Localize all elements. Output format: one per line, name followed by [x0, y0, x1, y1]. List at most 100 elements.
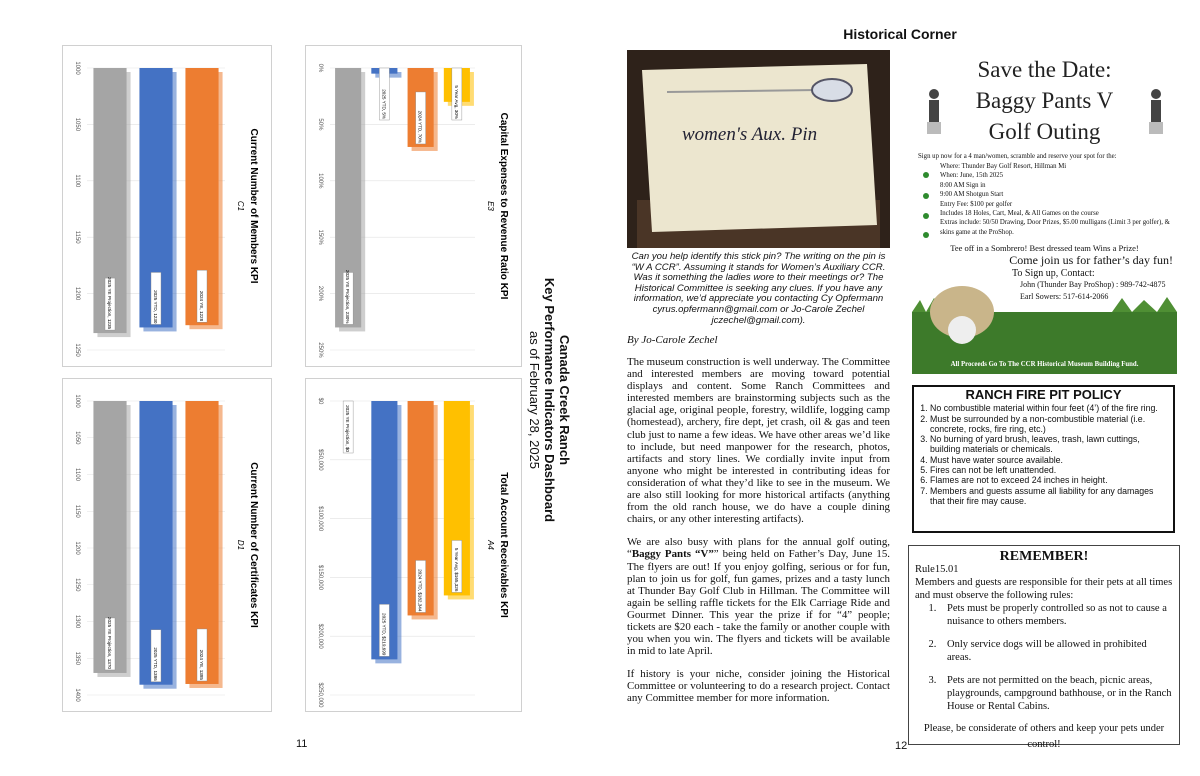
x-tick-label: 1150 [74, 505, 80, 519]
flyer-title-line: Golf Outing [988, 119, 1101, 144]
x-tick-label: 0% [317, 64, 323, 73]
flyer-title-line: Baggy Pants V [975, 88, 1114, 113]
text: We are also busy with plans for the annu… [627, 536, 890, 561]
bar-label: 2025 YTD, 5% [381, 89, 386, 119]
bar-label: 2025 YE Projection, 1235 [107, 277, 112, 329]
chart-title: Current Number of Members KPI [248, 128, 259, 283]
flyer-contacts: John (Thunder Bay ProShop) : 989-742-487… [912, 279, 1177, 303]
x-tick-label: 1200 [74, 287, 80, 301]
bar-label-bg [379, 67, 390, 121]
bar [407, 401, 434, 616]
fire-pit-rules: No combustible material within four feet… [920, 403, 1167, 506]
section-header: Historical Corner [843, 26, 957, 42]
flyer-proceeds: All Proceeds Go To The CCR Historical Mu… [950, 361, 1139, 368]
text: The museum construction is well underway… [627, 356, 890, 526]
fire-pit-title: RANCH FIRE PIT POLICY [965, 387, 1122, 402]
fire-rule: No burning of yard brush, leaves, trash,… [930, 434, 1167, 455]
flyer-detail: Extras include: 50/50 Drawing, Door Priz… [940, 219, 1170, 236]
x-tick-label: 1000 [74, 394, 80, 408]
kpi-chart: Current Number of Members KPI C1 1000 1050 1… [62, 45, 272, 367]
bar-label-bg [379, 604, 390, 657]
page-number: 12 [895, 740, 908, 752]
chart-code: E3 [486, 201, 495, 211]
fire-rule: Flames are not to exceed 24 inches in he… [930, 475, 1167, 485]
flyer-tee-off: Tee off in a Sombrero! Best dressed team… [950, 243, 1139, 254]
bar-label-bg [342, 400, 354, 454]
pet-rules-list: Pets must be properly controlled so as n… [915, 602, 1173, 713]
bar-label: 2025 YTD, 1386 [153, 647, 158, 681]
bar-label-bg [150, 629, 162, 682]
bar [93, 68, 127, 334]
bar-label-bg [342, 272, 354, 325]
bar [335, 68, 362, 328]
flyer-fathers-day: Come join us for father’s day fun! [1009, 253, 1173, 268]
dashboard-date: as of February 28, 2025 [527, 330, 542, 470]
bar-label: 2024 YTD, $182,344 [418, 569, 423, 612]
chart-code: C1 [236, 201, 245, 211]
chart-title: Capital Expenses to Revenue Ratio KPI [498, 113, 509, 300]
flyer-content: Save the Date: Baggy Pants V Golf Outing S… [912, 50, 1177, 303]
x-tick-label: $250,000 [317, 682, 323, 708]
bar-label: 2025 YE Projection, 1370 [107, 617, 112, 669]
page-number: 11 [296, 738, 308, 750]
bar-label: 2024 YTD, 70% [418, 111, 423, 143]
bar-label-bg [415, 560, 426, 613]
bar-label: 5 Year Avg, $165,326 [454, 548, 459, 592]
x-tick-label: 1250 [74, 343, 80, 357]
fire-rule: Members and guests assume all liability … [930, 486, 1167, 507]
bar-label: 2025 YTD, $219,699 [381, 613, 386, 656]
bar-label: 2024 YE, 1385 [199, 650, 204, 681]
x-tick-label: 250% [317, 342, 323, 358]
bar [371, 401, 398, 660]
bar-label: 2025 YTD, 1230 [153, 290, 158, 324]
x-tick-label: 1050 [74, 431, 80, 445]
chart-title: Total Account Receivables KPI [498, 472, 509, 618]
flyer-detail: Includes 18 Holes, Cart, Meal, & All Gam… [940, 210, 1099, 218]
x-tick-label: 1050 [74, 118, 80, 132]
flyer-title: Save the Date: Baggy Pants V Golf Outing [912, 54, 1177, 147]
pet-rule: Pets are not permitted on the beach, pic… [939, 674, 1173, 713]
flyer-detail: 9:00 AM Shotgun Start [940, 191, 1004, 199]
x-tick-label: 1000 [74, 61, 80, 75]
bar [139, 401, 173, 685]
dashboard-subtitle: Key Performance Indicators Dashboard [542, 277, 557, 523]
fire-rule: Fires can not be left unattended. [930, 465, 1167, 475]
kpi-chart: Current Number of Certificates KPI D1 1000… [62, 378, 272, 712]
bar-label-bg [451, 67, 463, 121]
paragraph: The museum construction is well underway… [627, 356, 890, 525]
x-tick-label: $0 [317, 398, 323, 405]
flyer-title-line: Save the Date: [977, 57, 1112, 82]
bar-label-bg [150, 272, 162, 325]
bar [443, 401, 470, 596]
bar [139, 68, 173, 328]
dashboard-name: Canada Creek Ranch [557, 334, 572, 466]
bar-label: 2025 YE Projection, $0 [345, 405, 350, 452]
chart-title: Current Number of Certificates KPI [248, 462, 259, 628]
article-body: The museum construction is well underway… [627, 356, 890, 716]
text: ” being held on Father’s Day, June 15. T… [627, 548, 890, 658]
x-tick-label: 50% [317, 118, 323, 131]
chart-code: D1 [236, 540, 245, 550]
bar-label: 2024 YE, 1228 [199, 291, 204, 322]
x-tick-label: 1200 [74, 541, 80, 555]
x-tick-label: $50,000 [317, 449, 323, 471]
chart-code: A4 [486, 539, 495, 550]
photo-caption: Can you help identify this stick pin? Th… [631, 251, 886, 326]
x-tick-label: 1400 [74, 688, 80, 702]
bar-label-bg [104, 617, 116, 671]
fire-pit-policy: RANCH FIRE PIT POLICY No combustible mat… [912, 385, 1175, 533]
flyer-details: Where: Thunder Bay Golf Resort, Hillman … [912, 162, 1177, 237]
flyer-contact: Earl Sowers: 517-614-2066 [1020, 292, 1109, 302]
flyer-detail: Where: Thunder Bay Golf Resort, Hillman … [940, 163, 1067, 170]
bar-label: 5 Year Avg, 30% [454, 85, 459, 119]
x-tick-label: $150,000 [317, 565, 323, 591]
